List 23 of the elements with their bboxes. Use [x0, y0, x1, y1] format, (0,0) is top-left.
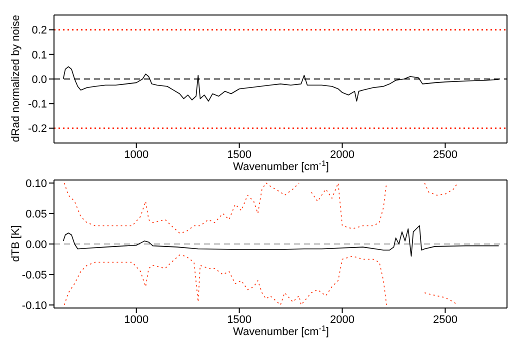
- line-series: [62, 225, 500, 257]
- x-tick-label: 1000: [124, 148, 149, 161]
- y-tick-label: -0.1: [28, 98, 47, 111]
- y-tick-label: -0.05: [22, 269, 47, 282]
- x-tick-label: 2000: [330, 148, 355, 161]
- y-tick-label: -0.10: [22, 300, 47, 312]
- x-axis-title: Wavenumber [cm$^{-1}$]: [233, 158, 329, 173]
- x-tick-label: 2500: [432, 148, 458, 161]
- x-tick-label: 1500: [227, 148, 252, 161]
- x-tick-label: 1500: [227, 314, 252, 326]
- y-tick-label: -0.2: [28, 123, 47, 136]
- y-tick-label: 0.2: [32, 24, 47, 37]
- y-tick-label: 0.0: [32, 74, 47, 86]
- y-tick-label: 0.1: [32, 49, 47, 62]
- y-axis-title: dTB [K]: [10, 225, 22, 262]
- x-tick-label: 2500: [432, 314, 458, 326]
- x-tick-label: 1000: [124, 314, 149, 326]
- x-axis-title: Wavenumber [cm$^{-1}$]: [233, 324, 329, 338]
- x-tick-label: 2000: [330, 314, 355, 326]
- y-tick-label: 0.10: [26, 178, 47, 190]
- y-axis-title: dRad normalized by noise: [10, 14, 22, 142]
- y-tick-label: 0.05: [26, 208, 47, 220]
- y-tick-label: 0.00: [26, 238, 47, 251]
